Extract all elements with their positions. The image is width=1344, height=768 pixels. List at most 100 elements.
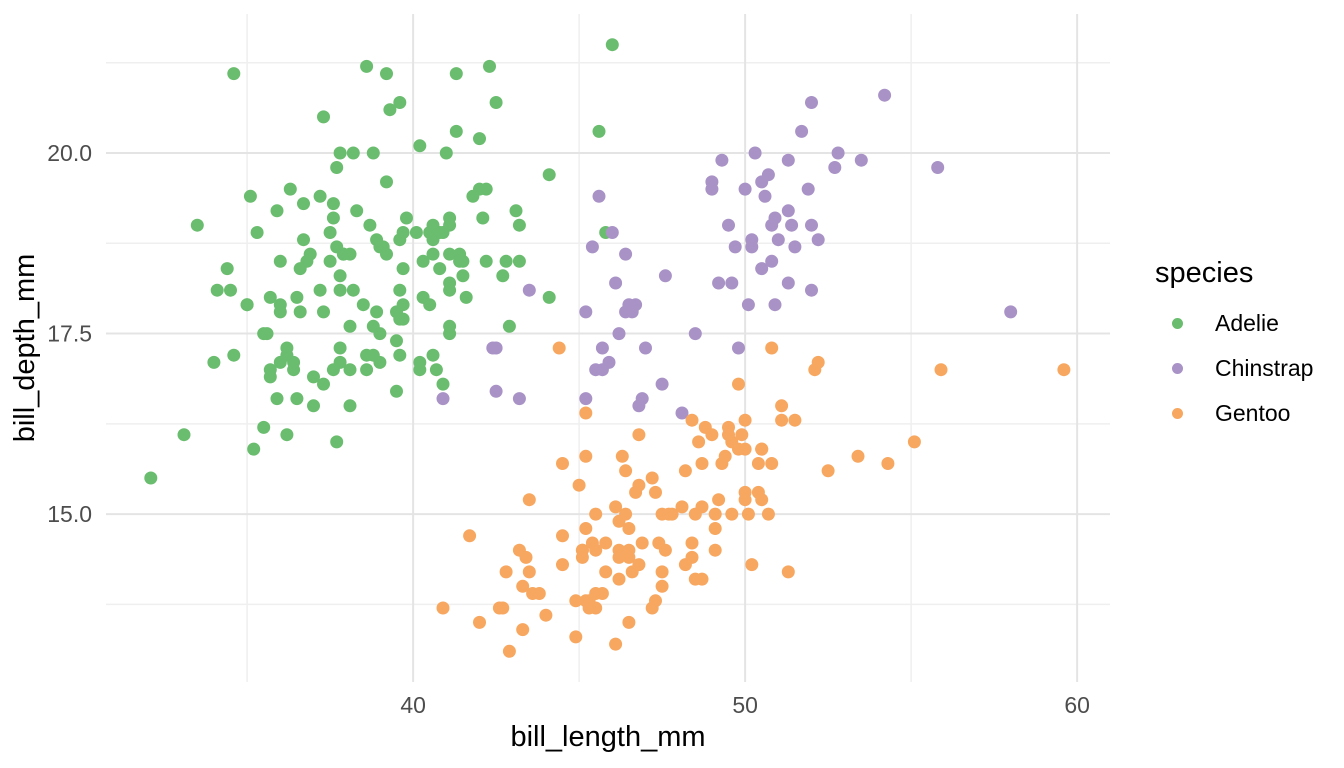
- data-point-adelie: [360, 348, 374, 362]
- y-tick-label: 15.0: [47, 501, 92, 527]
- data-point-chinstrap: [765, 218, 779, 232]
- data-point-adelie: [443, 283, 457, 297]
- data-point-gentoo: [851, 449, 865, 463]
- data-point-adelie: [426, 247, 440, 261]
- data-point-gentoo: [655, 565, 669, 579]
- data-point-gentoo: [632, 478, 646, 492]
- data-point-adelie: [390, 384, 403, 398]
- data-point-gentoo: [678, 464, 692, 478]
- data-point-gentoo: [751, 457, 765, 470]
- minor-gridlines: [106, 14, 1110, 682]
- data-point-adelie: [509, 204, 523, 218]
- data-point-adelie: [409, 226, 423, 239]
- data-point-chinstrap: [831, 146, 845, 160]
- data-point-adelie: [396, 312, 410, 326]
- data-point-adelie: [433, 262, 447, 276]
- data-point-adelie: [390, 334, 403, 348]
- data-point-gentoo: [632, 428, 646, 442]
- data-point-gentoo: [569, 594, 583, 608]
- y-tick-label: 20.0: [47, 140, 92, 166]
- data-point-adelie: [512, 218, 526, 232]
- data-point-adelie: [293, 305, 307, 319]
- data-point-adelie: [396, 226, 410, 239]
- data-point-chinstrap: [715, 153, 729, 167]
- data-point-chinstrap: [801, 182, 815, 196]
- x-tick-label: 40: [400, 692, 426, 718]
- data-point-chinstrap: [781, 153, 795, 167]
- data-point-chinstrap: [619, 305, 633, 319]
- data-point-adelie: [443, 327, 457, 341]
- data-point-chinstrap: [579, 305, 593, 319]
- data-point-gentoo: [502, 644, 516, 658]
- data-point-chinstrap: [758, 189, 772, 203]
- data-point-adelie: [366, 146, 380, 160]
- data-point-chinstrap: [741, 298, 755, 312]
- data-point-adelie: [459, 290, 473, 304]
- data-point-chinstrap: [592, 189, 606, 203]
- data-point-adelie: [220, 262, 234, 276]
- data-point-adelie: [260, 327, 274, 341]
- data-point-chinstrap: [712, 276, 726, 290]
- data-point-chinstrap: [828, 161, 842, 174]
- data-point-chinstrap: [489, 384, 503, 398]
- data-point-chinstrap: [632, 399, 646, 413]
- data-point-chinstrap: [768, 298, 782, 312]
- data-point-gentoo: [579, 449, 593, 463]
- data-point-gentoo: [552, 341, 566, 355]
- data-point-gentoo: [685, 550, 699, 564]
- data-point-gentoo: [695, 457, 709, 470]
- data-point-gentoo: [652, 536, 666, 550]
- data-point-chinstrap: [805, 218, 818, 232]
- data-point-gentoo: [569, 630, 583, 644]
- data-point-adelie: [350, 204, 364, 218]
- legend-label-chinstrap: Chinstrap: [1215, 355, 1314, 381]
- data-point-adelie: [400, 211, 413, 225]
- data-point-gentoo: [685, 413, 699, 427]
- data-point-gentoo: [907, 435, 921, 449]
- legend-label-adelie: Adelie: [1215, 310, 1279, 336]
- y-axis-tick-labels: 15.0 17.5 20.0: [47, 140, 92, 527]
- data-point-chinstrap: [675, 406, 689, 420]
- data-point-adelie: [479, 254, 493, 268]
- data-point-adelie: [243, 189, 257, 203]
- data-point-adelie: [283, 182, 297, 196]
- data-point-adelie: [429, 363, 443, 377]
- data-point-gentoo: [645, 471, 659, 485]
- data-point-adelie: [247, 442, 261, 456]
- data-point-adelie: [542, 168, 556, 182]
- data-point-adelie: [326, 211, 340, 225]
- data-point-gentoo: [755, 442, 769, 456]
- data-point-adelie: [336, 247, 350, 261]
- data-point-adelie: [499, 254, 513, 268]
- data-point-adelie: [393, 96, 407, 109]
- legend-label-gentoo: Gentoo: [1215, 400, 1291, 426]
- data-point-adelie: [270, 204, 284, 218]
- data-point-adelie: [227, 348, 241, 362]
- data-point-adelie: [443, 247, 457, 261]
- data-point-adelie: [373, 355, 387, 369]
- data-point-adelie: [317, 305, 330, 319]
- data-point-adelie: [476, 211, 490, 225]
- data-point-gentoo: [698, 420, 712, 434]
- data-point-adelie: [297, 197, 310, 211]
- data-point-gentoo: [781, 565, 795, 579]
- data-point-adelie: [346, 283, 360, 297]
- data-point-gentoo: [655, 579, 669, 593]
- data-point-gentoo: [655, 507, 669, 521]
- data-point-gentoo: [675, 500, 689, 514]
- data-point-chinstrap: [436, 392, 450, 406]
- data-point-adelie: [323, 226, 337, 239]
- data-point-adelie: [380, 67, 393, 81]
- data-point-gentoo: [725, 507, 739, 521]
- data-point-adelie: [366, 319, 380, 333]
- data-point-adelie: [326, 197, 340, 211]
- data-point-adelie: [227, 67, 241, 81]
- data-point-adelie: [380, 175, 393, 189]
- data-point-adelie: [483, 59, 496, 73]
- data-point-adelie: [479, 182, 493, 196]
- data-point-adelie: [426, 348, 440, 362]
- data-point-adelie: [207, 355, 221, 369]
- data-point-gentoo: [712, 493, 726, 507]
- data-point-adelie: [542, 290, 556, 304]
- data-point-chinstrap: [765, 254, 779, 268]
